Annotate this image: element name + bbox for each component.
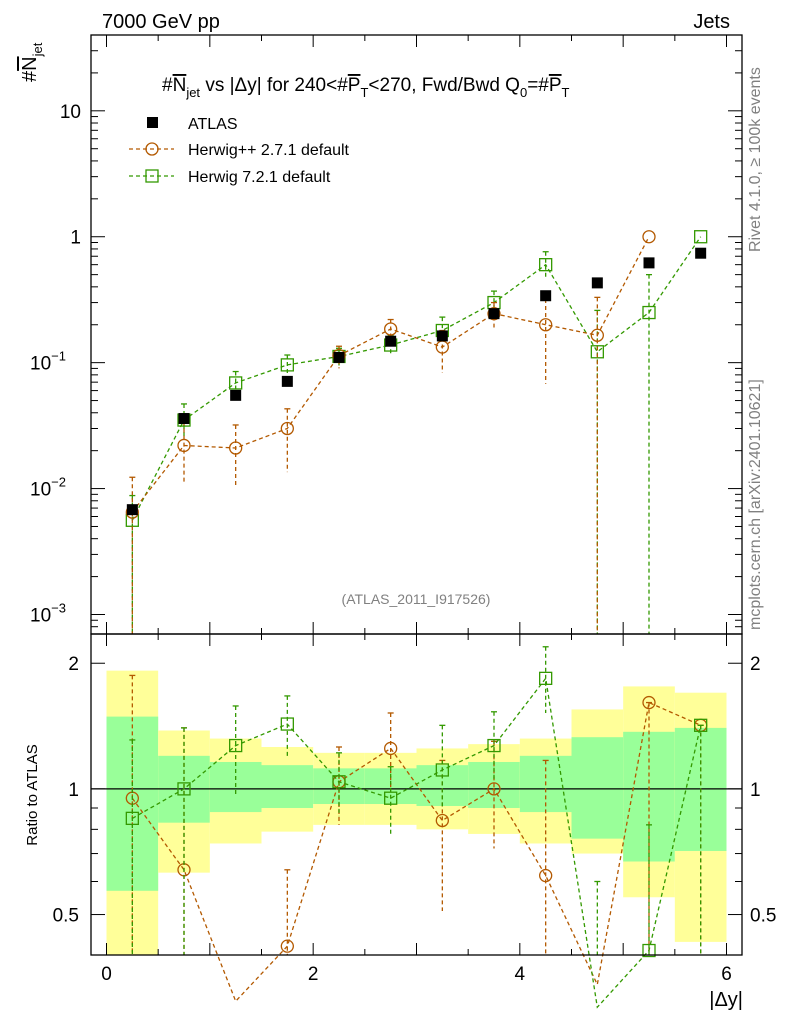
ratio-y-tick-label-right: 0.5	[750, 906, 776, 927]
main-herwig-2-7-1-default-point	[280, 421, 294, 436]
ratio-herwig-7-2-1-default-point	[229, 738, 243, 753]
ratio-ylabel: Ratio to ATLAS	[24, 744, 41, 845]
ratio-y-tick-label-left: 0.5	[53, 906, 79, 927]
main-atlas-point	[281, 375, 293, 387]
main-herwig-2-7-1-default-point	[590, 328, 604, 342]
rivet-label: Rivet 4.1.0, ≥ 100k events	[747, 67, 764, 252]
ratio-y-tick-label-left: 1	[68, 780, 79, 801]
ratio-herwig-7-2-1-default-point	[280, 717, 294, 731]
main-herwig-7-2-1-default-point	[642, 305, 656, 320]
main-atlas-point	[178, 413, 190, 425]
ratio-band-green	[571, 737, 624, 839]
x-tick-label: 6	[721, 964, 732, 985]
main-atlas-point	[333, 351, 345, 363]
legend-marker-herwig7	[145, 169, 159, 183]
ratio-herwig-2-7-1-default-point	[539, 868, 553, 883]
ratio-herwig-7-2-1-default-point	[487, 738, 501, 753]
main-herwig-7-2-1-default-point	[539, 258, 553, 272]
main-herwig-2-7-1-default-point	[487, 306, 501, 321]
ratio-y-tick-label-left: 2	[68, 654, 79, 675]
main-herwig-7-2-1-default-point	[590, 345, 604, 359]
ratio-herwig-7-2-1-default-point	[435, 763, 449, 777]
main-y-tick-label: 10−2	[30, 475, 66, 501]
main-ylabel: #Njet	[19, 42, 45, 82]
main-atlas-point	[695, 247, 707, 259]
main-atlas-point	[436, 330, 448, 342]
ratio-y-tick-label-right: 2	[750, 654, 761, 675]
legend-label-atlas: ATLAS	[188, 116, 238, 133]
main-y-tick-label: 1	[70, 228, 81, 249]
legend-label-herwigpp: Herwig++ 2.7.1 default	[188, 142, 350, 159]
ratio-band-green	[261, 765, 314, 808]
ratio-herwig-2-7-1-default-point	[280, 939, 294, 953]
ratio-herwig-2-7-1-default-point	[487, 782, 501, 796]
ratio-herwig-2-7-1-default-point	[384, 741, 398, 756]
ratio-herwig-7-2-1-default-point	[125, 811, 139, 826]
main-herwig-2-7-1-default-point	[229, 441, 243, 455]
main-herwig-2-7-1-default-point	[539, 318, 553, 332]
main-y-tick-label: 10−3	[30, 600, 66, 626]
legend-marker-herwigpp	[145, 142, 159, 156]
ratio-herwig-7-2-1-default-point	[539, 671, 553, 686]
plot-title: #Njet vs |Δy| for 240<#PT<270, Fwd/Bwd Q…	[162, 75, 570, 100]
main-y-tick-label: 10	[60, 102, 81, 123]
main-herwig-2-7-1-default-point	[642, 230, 656, 244]
ratio-herwig-7-2-1-default-line	[131, 676, 702, 1009]
mcplots-label: mcplots.cern.ch [arXiv:2401.10621]	[747, 379, 764, 630]
main-herwig-7-2-1-default-point	[694, 230, 708, 244]
ratio-herwig-2-7-1-default-point	[435, 813, 449, 828]
ratio-herwig-2-7-1-default-point	[642, 695, 656, 710]
ratio-herwig-7-2-1-default-point	[694, 718, 708, 732]
legend-label-herwig7: Herwig 7.2.1 default	[188, 169, 331, 186]
main-atlas-point	[643, 257, 655, 269]
main-herwig-7-2-1-default-point	[229, 376, 243, 390]
main-herwig-2-7-1-default-point	[177, 438, 191, 453]
x-tick-label: 4	[515, 964, 526, 985]
x-tick-label: 2	[308, 964, 319, 985]
legend: ATLAS Herwig++ 2.7.1 default Herwig 7.2.…	[129, 116, 350, 186]
main-atlas-point	[488, 308, 500, 320]
header-right: Jets	[693, 11, 730, 33]
ratio-herwig-7-2-1-default-point	[384, 791, 398, 805]
x-axis-label: |Δy|	[709, 989, 743, 1011]
ratio-y-tick-label-right: 1	[750, 780, 761, 801]
main-atlas-point	[540, 290, 552, 302]
x-tick-label: 0	[101, 964, 112, 985]
main-herwig-7-2-1-default-point	[280, 358, 294, 372]
main-herwig-7-2-1-default-line	[131, 236, 702, 521]
main-atlas-point	[126, 504, 138, 516]
main-herwig-2-7-1-default-point	[384, 322, 398, 336]
main-atlas-point	[591, 277, 603, 289]
legend-marker-atlas	[147, 117, 158, 128]
main-atlas-point	[230, 389, 242, 401]
analysis-id: (ATLAS_2011_I917526)	[342, 591, 491, 607]
ratio-herwig-7-2-1-default-point	[642, 943, 656, 958]
header-left: 7000 GeV pp	[102, 11, 220, 33]
main-herwig-2-7-1-default-line	[131, 236, 650, 513]
main-y-tick-label: 10−1	[30, 349, 66, 375]
main-atlas-point	[385, 335, 397, 347]
ratio-herwig-7-2-1-default-point	[332, 775, 346, 789]
ratio-herwig-7-2-1-default-point	[177, 782, 191, 796]
